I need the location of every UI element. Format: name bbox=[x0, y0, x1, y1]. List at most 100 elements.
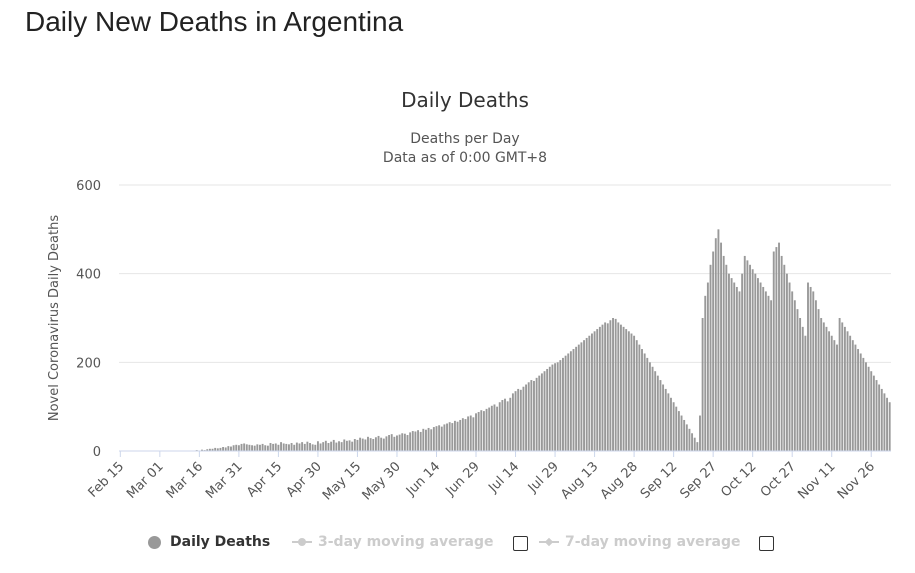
bar[interactable] bbox=[411, 431, 414, 451]
legend-item-daily-deaths[interactable]: Daily Deaths bbox=[148, 528, 270, 556]
bar[interactable] bbox=[883, 393, 886, 451]
bar[interactable] bbox=[606, 323, 609, 451]
bar[interactable] bbox=[480, 410, 483, 451]
bar[interactable] bbox=[530, 380, 533, 451]
legend-item-7-day-average[interactable]: 7-day moving average bbox=[539, 528, 741, 556]
bar[interactable] bbox=[857, 349, 860, 451]
bar[interactable] bbox=[569, 351, 572, 451]
bar[interactable] bbox=[282, 443, 285, 451]
bar[interactable] bbox=[453, 420, 456, 451]
bar[interactable] bbox=[319, 443, 322, 451]
bar[interactable] bbox=[754, 273, 757, 451]
bar[interactable] bbox=[791, 291, 794, 451]
bar[interactable] bbox=[575, 346, 578, 451]
bar[interactable] bbox=[235, 444, 238, 451]
bar[interactable] bbox=[580, 342, 583, 451]
bar[interactable] bbox=[261, 443, 264, 451]
bar[interactable] bbox=[256, 444, 259, 451]
bar[interactable] bbox=[422, 428, 425, 451]
bar[interactable] bbox=[846, 331, 849, 451]
bar[interactable] bbox=[854, 344, 857, 451]
bar[interactable] bbox=[814, 300, 817, 451]
bar[interactable] bbox=[440, 426, 443, 451]
bar[interactable] bbox=[675, 406, 678, 451]
bar[interactable] bbox=[828, 331, 831, 451]
bar[interactable] bbox=[614, 318, 617, 451]
bar[interactable] bbox=[601, 324, 604, 451]
bar[interactable] bbox=[435, 426, 438, 451]
bar[interactable] bbox=[451, 423, 454, 451]
bar[interactable] bbox=[348, 440, 351, 451]
bar[interactable] bbox=[274, 443, 277, 451]
bar[interactable] bbox=[356, 439, 359, 451]
bar[interactable] bbox=[393, 436, 396, 451]
bar[interactable] bbox=[504, 398, 506, 451]
bar[interactable] bbox=[870, 371, 873, 451]
bar[interactable] bbox=[374, 437, 377, 451]
bar[interactable] bbox=[841, 322, 844, 451]
bar[interactable] bbox=[648, 362, 651, 451]
bar[interactable] bbox=[551, 364, 554, 451]
bar[interactable] bbox=[878, 384, 881, 452]
bar[interactable] bbox=[667, 393, 670, 451]
bar[interactable] bbox=[509, 397, 512, 451]
bar[interactable] bbox=[208, 448, 211, 451]
bar[interactable] bbox=[290, 443, 293, 451]
bar[interactable] bbox=[735, 286, 738, 451]
bar[interactable] bbox=[843, 326, 846, 451]
bar[interactable] bbox=[756, 278, 759, 451]
bar[interactable] bbox=[264, 445, 267, 451]
bar[interactable] bbox=[372, 439, 375, 451]
bar[interactable] bbox=[833, 340, 836, 451]
bar[interactable] bbox=[796, 309, 799, 451]
bar[interactable] bbox=[772, 251, 775, 452]
bar[interactable] bbox=[696, 442, 699, 451]
bar[interactable] bbox=[519, 389, 522, 451]
bar[interactable] bbox=[609, 320, 612, 451]
bar[interactable] bbox=[322, 442, 325, 451]
bar[interactable] bbox=[469, 415, 472, 451]
bar[interactable] bbox=[419, 431, 422, 451]
checkbox-3-day-average[interactable] bbox=[513, 536, 528, 551]
bar[interactable] bbox=[340, 442, 343, 451]
bar[interactable] bbox=[872, 375, 875, 451]
bar[interactable] bbox=[216, 448, 219, 451]
bar[interactable] bbox=[425, 429, 427, 451]
bar[interactable] bbox=[627, 331, 630, 451]
bar[interactable] bbox=[807, 282, 809, 451]
bar[interactable] bbox=[714, 238, 717, 451]
bar[interactable] bbox=[830, 335, 833, 451]
bar[interactable] bbox=[585, 337, 588, 451]
bar[interactable] bbox=[306, 441, 309, 451]
bar[interactable] bbox=[583, 340, 585, 451]
bar[interactable] bbox=[222, 447, 225, 451]
bar[interactable] bbox=[683, 419, 686, 451]
bar[interactable] bbox=[501, 400, 504, 451]
bar[interactable] bbox=[880, 388, 883, 451]
bar[interactable] bbox=[672, 402, 675, 451]
bar[interactable] bbox=[559, 360, 562, 451]
bar[interactable] bbox=[201, 449, 203, 451]
bar[interactable] bbox=[643, 353, 646, 451]
bar[interactable] bbox=[316, 441, 319, 451]
bar[interactable] bbox=[688, 428, 691, 451]
bar[interactable] bbox=[619, 324, 622, 451]
bar[interactable] bbox=[367, 436, 369, 451]
bar[interactable] bbox=[219, 447, 222, 451]
bar[interactable] bbox=[369, 438, 372, 451]
bar[interactable] bbox=[522, 386, 525, 451]
bar[interactable] bbox=[493, 404, 496, 451]
bar[interactable] bbox=[464, 419, 467, 451]
bar[interactable] bbox=[804, 335, 807, 451]
bar-series-daily-deaths[interactable] bbox=[177, 229, 891, 452]
bar[interactable] bbox=[717, 229, 720, 451]
bar[interactable] bbox=[266, 445, 269, 451]
bar[interactable] bbox=[427, 427, 430, 451]
bar[interactable] bbox=[527, 382, 530, 451]
bar[interactable] bbox=[762, 286, 765, 451]
bar[interactable] bbox=[361, 438, 364, 451]
bar[interactable] bbox=[414, 431, 417, 451]
bar[interactable] bbox=[338, 441, 340, 451]
bar[interactable] bbox=[865, 362, 867, 451]
bar[interactable] bbox=[654, 371, 657, 451]
